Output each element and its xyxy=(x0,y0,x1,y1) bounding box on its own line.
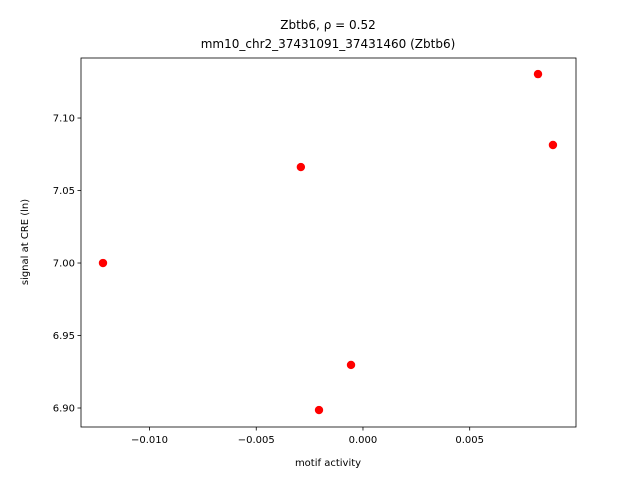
x-axis-label: motif activity xyxy=(295,458,361,469)
point xyxy=(346,360,356,370)
y-tick-label: 7.10 xyxy=(53,114,75,125)
y-tick-label: 7.05 xyxy=(53,186,75,197)
y-tick-label: 6.90 xyxy=(53,404,75,415)
x-tick-label: 0.005 xyxy=(455,435,484,446)
y-axis-label: signal at CRE (ln) xyxy=(20,199,31,285)
x-tick-label: −0.010 xyxy=(131,435,168,446)
x-tick-label: −0.005 xyxy=(238,435,275,446)
y-tick-label: 7.00 xyxy=(53,259,75,270)
x-tick-label: 0.000 xyxy=(349,435,378,446)
point xyxy=(548,140,558,150)
point xyxy=(98,258,108,268)
chart-title: Zbtb6, ρ = 0.52 xyxy=(280,18,375,32)
point xyxy=(314,405,324,415)
chart-subtitle: mm10_chr2_37431091_37431460 (Zbtb6) xyxy=(201,37,456,51)
y-tick-label: 6.95 xyxy=(53,331,75,342)
point xyxy=(533,69,543,79)
plot-frame xyxy=(80,57,577,428)
point xyxy=(296,162,306,172)
